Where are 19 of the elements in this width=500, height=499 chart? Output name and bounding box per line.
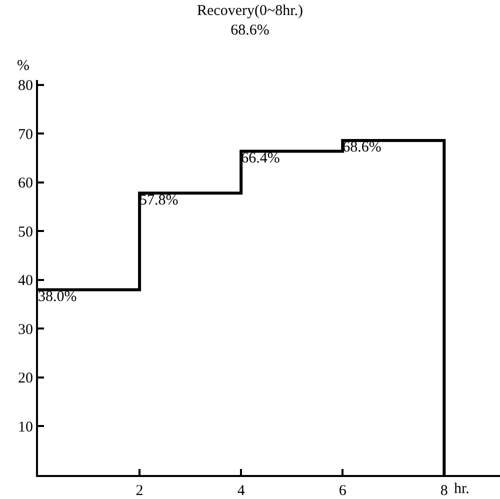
chart-title: Recovery(0~8hr.) [197,2,303,19]
y-tick-label: 60 [18,176,33,192]
y-tick-label: 70 [18,126,33,143]
chart-subtitle: 68.6% [230,22,270,38]
data-label: 66.4% [241,150,280,166]
x-tick-label: 6 [338,483,347,499]
y-axis-title: % [17,58,30,74]
x-tick-label: 2 [136,483,144,499]
x-axis-title: hr. [454,481,470,497]
y-tick-label: 30 [18,322,33,338]
y-tick-label: 50 [18,224,33,240]
y-tick-label: 80 [18,78,33,94]
x-tick-label: 8 [440,483,448,499]
data-label: 38.0% [38,288,77,305]
data-label: 57.8% [140,192,178,208]
y-tick-label: 20 [18,370,33,387]
y-tick-label: 40 [18,273,33,290]
x-tick-label: 4 [237,483,246,499]
y-tick-label: 10 [18,419,33,436]
